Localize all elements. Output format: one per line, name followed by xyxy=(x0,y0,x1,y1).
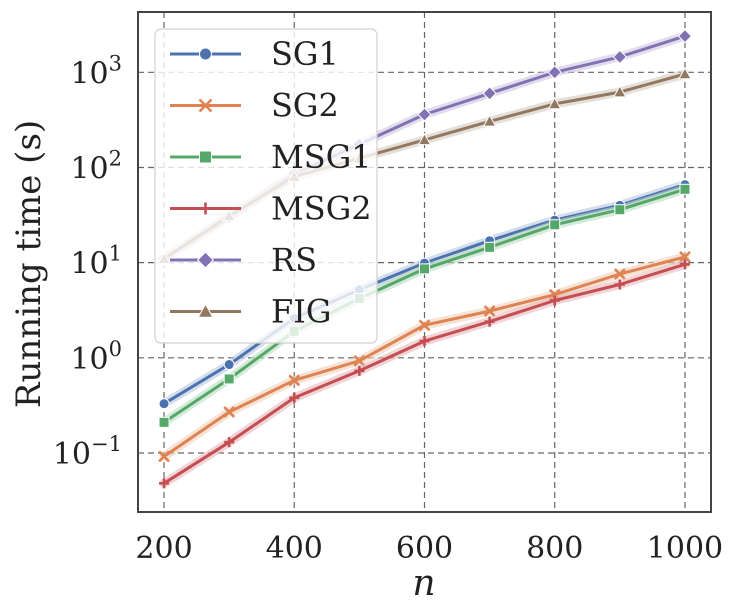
point-sg2 xyxy=(613,268,626,280)
legend-item-fig: FIG xyxy=(170,293,331,331)
legend-item-rs: RS xyxy=(170,241,317,279)
x-tick-label: 200 xyxy=(135,531,192,566)
series-sg2 xyxy=(158,250,691,463)
point-fig xyxy=(678,66,692,80)
y-tick-label: 103 xyxy=(70,51,122,91)
point-sg2 xyxy=(418,319,431,332)
legend-item-msg1: MSG1 xyxy=(170,138,372,176)
point-sg1 xyxy=(223,359,235,371)
series-msg2 xyxy=(159,259,690,489)
point-rs xyxy=(482,86,497,101)
x-tick-label: 400 xyxy=(266,531,323,566)
point-msg1 xyxy=(158,416,170,428)
x-axis-label: n xyxy=(412,563,435,604)
legend-item-sg1: SG1 xyxy=(170,35,339,73)
y-tick-label: 10−1 xyxy=(53,432,122,472)
plot-frame xyxy=(137,11,712,513)
point-msg2 xyxy=(354,365,365,376)
point-sg1 xyxy=(158,398,170,410)
legend: SG1 SG2 MSG1 MSG2 RS FIG xyxy=(154,28,378,344)
point-sg2 xyxy=(158,450,170,463)
legend-marker-sg2 xyxy=(198,98,213,113)
legend-marker-sg1 xyxy=(199,47,212,61)
point-msg2 xyxy=(614,279,625,290)
point-msg1 xyxy=(419,263,430,275)
legend-label-msg2: MSG2 xyxy=(271,190,372,228)
x-tick-label: 800 xyxy=(526,531,583,566)
point-msg1 xyxy=(549,219,561,231)
point-sg2 xyxy=(223,406,236,418)
point-msg2 xyxy=(679,259,690,270)
point-msg1 xyxy=(484,241,496,253)
point-sg2 xyxy=(483,305,496,317)
point-msg1 xyxy=(614,204,626,216)
point-msg2 xyxy=(419,336,430,347)
legend-label-fig: FIG xyxy=(271,293,331,331)
point-rs xyxy=(547,65,562,80)
point-rs xyxy=(417,107,432,122)
point-msg2 xyxy=(549,295,560,306)
point-msg2 xyxy=(289,392,300,403)
legend-item-sg2: SG2 xyxy=(170,87,339,125)
legend-marker-rs xyxy=(196,251,215,269)
x-tick-label: 600 xyxy=(396,531,453,566)
y-tick-label: 100 xyxy=(70,337,122,377)
point-msg2 xyxy=(224,437,235,448)
y-axis-label: Running time (s) xyxy=(9,120,49,408)
point-msg2 xyxy=(484,316,495,327)
point-fig xyxy=(547,96,562,110)
x-tick-label: 1000 xyxy=(647,531,723,566)
point-fig xyxy=(612,85,627,98)
point-fig xyxy=(482,114,497,127)
legend-label-rs: RS xyxy=(271,241,317,279)
legend-marker-msg2 xyxy=(199,202,212,215)
y-tick-label: 101 xyxy=(70,242,122,282)
point-msg1 xyxy=(223,373,235,385)
y-tick-label: 102 xyxy=(70,146,122,186)
point-sg2 xyxy=(353,354,366,367)
legend-item-msg2: MSG2 xyxy=(170,190,372,228)
point-msg2 xyxy=(159,478,170,489)
legend-marker-msg1 xyxy=(199,150,212,164)
point-sg2 xyxy=(288,374,301,387)
point-rs xyxy=(612,49,628,65)
point-fig xyxy=(417,132,432,146)
point-rs xyxy=(677,28,693,44)
legend-label-sg1: SG1 xyxy=(271,35,339,73)
legend-marker-fig xyxy=(197,303,214,318)
legend-box xyxy=(154,28,378,344)
axes: 200 400 600 800 1000 10−1 100 101 102 103 xyxy=(53,11,723,566)
legend-label-sg2: SG2 xyxy=(271,87,339,125)
point-sg2 xyxy=(679,250,691,263)
legend-label-msg1: MSG1 xyxy=(271,138,372,176)
point-msg1 xyxy=(679,183,691,195)
